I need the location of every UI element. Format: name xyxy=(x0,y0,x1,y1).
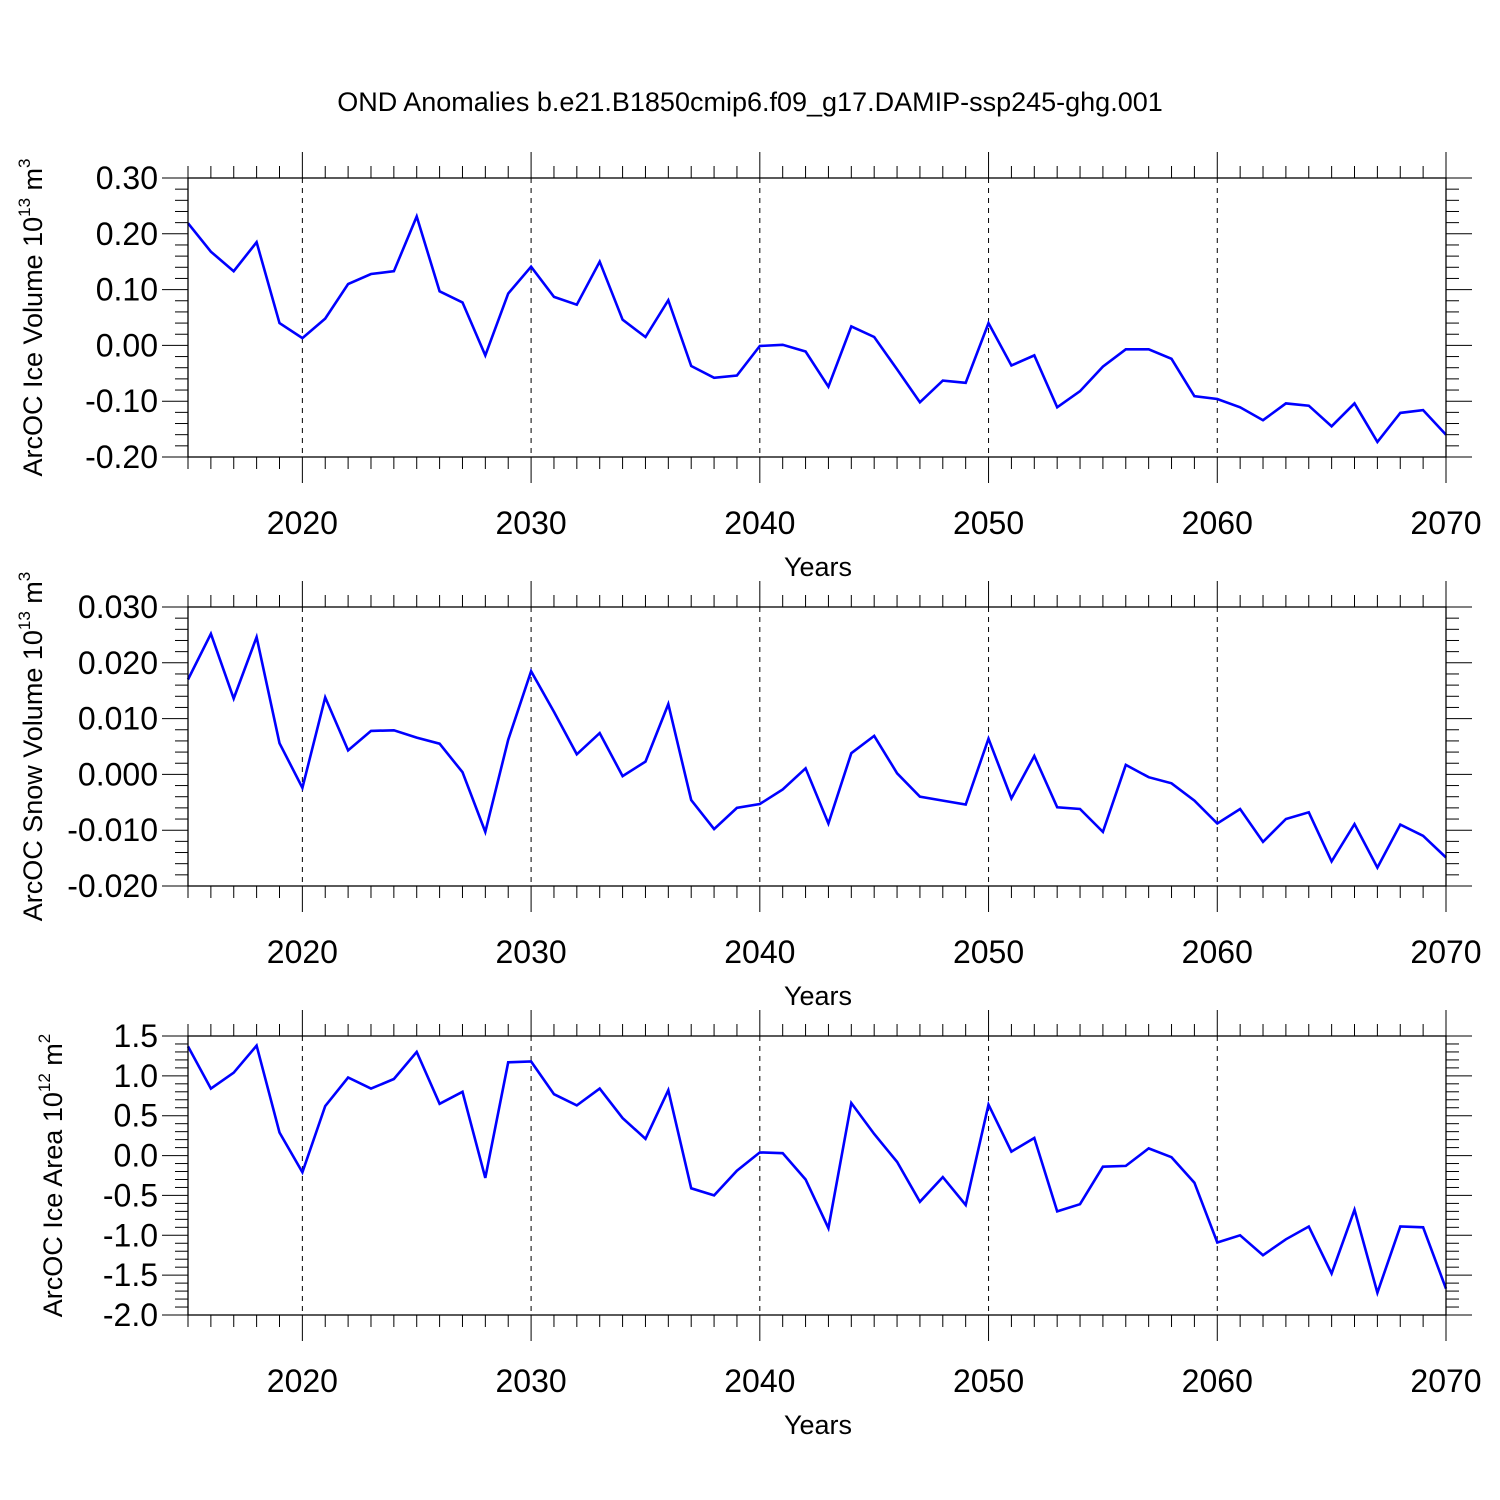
x-tick-label: 2050 xyxy=(953,505,1024,541)
y-tick-label: -1.0 xyxy=(103,1217,158,1253)
x-tick-label: 2030 xyxy=(495,505,566,541)
y-tick-label: 0.5 xyxy=(114,1098,158,1134)
y-tick-label: 0.020 xyxy=(78,645,158,681)
panels: 0.30 0.20 0.10 0.00 -0.10 -0.20 2020 2030 2040 20… xyxy=(15,152,1482,1440)
x-tick-label: 2060 xyxy=(1182,934,1253,970)
y-tick-label: -0.20 xyxy=(85,439,158,475)
x-tick-label: 2040 xyxy=(724,934,795,970)
x-tick-label: 2070 xyxy=(1410,505,1481,541)
x-axis-label: Years xyxy=(784,552,852,582)
y-tick-label: 0.010 xyxy=(78,701,158,737)
y-axis-label: ArcOC Snow Volume 1013 m3 xyxy=(15,572,48,922)
x-tick-label: 2050 xyxy=(953,1363,1024,1399)
x-tick-label: 2070 xyxy=(1410,1363,1481,1399)
x-tick-label: 2050 xyxy=(953,934,1024,970)
chart-title: OND Anomalies b.e21.B1850cmip6.f09_g17.D… xyxy=(337,87,1163,117)
y-tick-label: -0.010 xyxy=(67,812,158,848)
x-tick-label: 2040 xyxy=(724,505,795,541)
plot-frame xyxy=(187,177,1447,458)
panel-1: 0.30 0.20 0.10 0.00 -0.10 -0.20 2020 2030 2040 20… xyxy=(15,152,1482,582)
x-tick-label: 2030 xyxy=(495,934,566,970)
y-tick-label: 0.00 xyxy=(96,327,158,363)
y-tick-label: -1.5 xyxy=(103,1257,158,1293)
x-tick-label: 2020 xyxy=(267,505,338,541)
x-axis-label: Years xyxy=(784,981,852,1011)
plot-frame xyxy=(187,1035,1447,1316)
plot-frame xyxy=(187,606,1447,887)
y-tick-label: 0.20 xyxy=(96,216,158,252)
x-tick-label: 2060 xyxy=(1182,505,1253,541)
y-tick-label: -0.5 xyxy=(103,1177,158,1213)
x-tick-label: 2040 xyxy=(724,1363,795,1399)
y-axis-label: ArcOC Ice Volume 1013 m3 xyxy=(15,158,48,476)
y-tick-label: 0.30 xyxy=(96,160,158,196)
y-tick-label: -0.10 xyxy=(85,383,158,419)
panel-3: 1.5 1.0 0.5 0.0-0.5 -1.0 -1.5 -2.0 2020 2030 2040… xyxy=(35,1010,1482,1440)
x-tick-label: 2070 xyxy=(1410,934,1481,970)
y-tick-label: 0.10 xyxy=(96,272,158,308)
y-tick-label: -2.0 xyxy=(103,1297,158,1333)
y-tick-label: -0.020 xyxy=(67,868,158,904)
x-tick-label: 2020 xyxy=(267,1363,338,1399)
series-line xyxy=(186,212,1447,445)
series-line xyxy=(186,630,1447,871)
series-line xyxy=(186,1042,1448,1298)
x-tick-label: 2060 xyxy=(1182,1363,1253,1399)
y-tick-label: 1.0 xyxy=(114,1058,158,1094)
y-axis-label: ArcOC Ice Area 1012 m2 xyxy=(35,1034,68,1318)
x-tick-label: 2020 xyxy=(267,934,338,970)
y-tick-label: 1.5 xyxy=(114,1018,158,1054)
panel-2: 0.030 0.020 0.010 0.000 -0.010 -0.020 2020 2030… xyxy=(15,572,1482,1011)
x-tick-label: 2030 xyxy=(495,1363,566,1399)
y-tick-label: 0.000 xyxy=(78,756,158,792)
y-tick-label: 0.030 xyxy=(78,589,158,625)
x-axis-label: Years xyxy=(784,1410,852,1440)
y-tick-label: 0.0 xyxy=(114,1138,158,1174)
